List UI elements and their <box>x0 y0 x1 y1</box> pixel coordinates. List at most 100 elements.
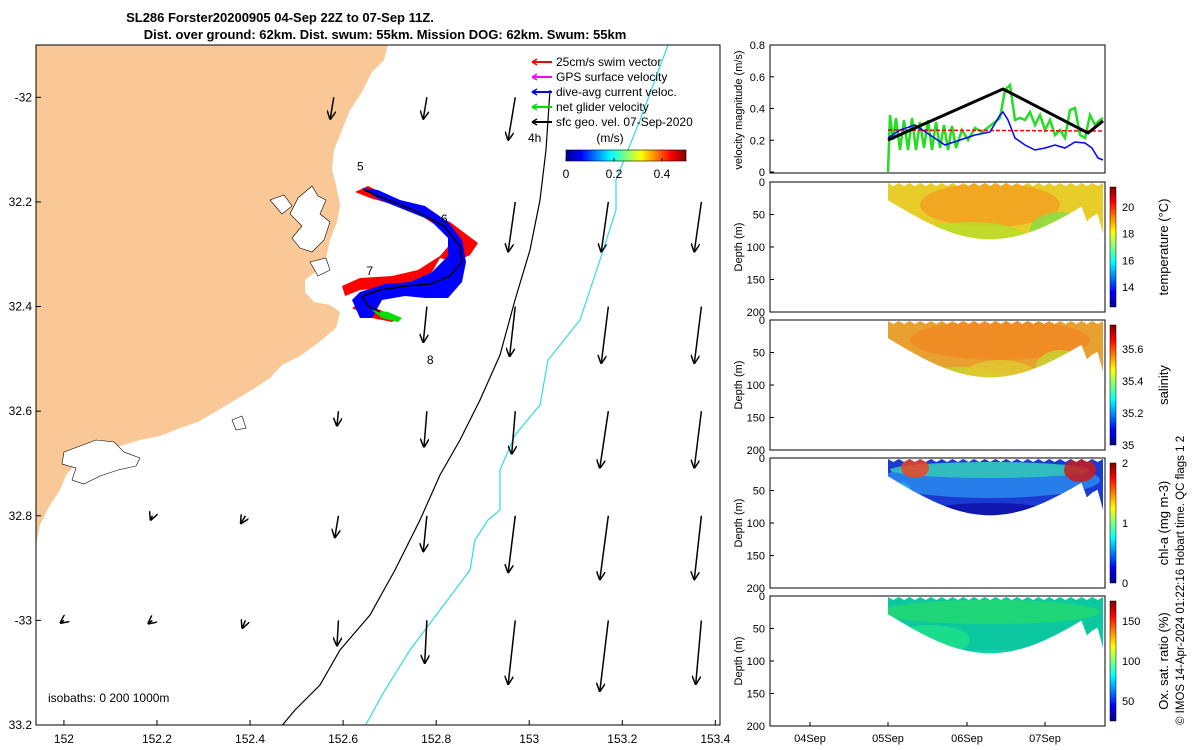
section-colorbar-tick-label: 2 <box>1122 458 1128 470</box>
geo-vector-arrow <box>330 97 334 118</box>
map-colorbar <box>565 149 687 162</box>
glider-path <box>360 189 463 313</box>
geo-vector-arrow <box>694 515 703 579</box>
section-panel: 0 50 100 150 200 Depth (m) 0 1 2 chl-a (mg m-3) <box>733 453 1171 595</box>
geo-vector-arrow <box>601 306 610 363</box>
section-ytick-label: 0 <box>759 453 765 465</box>
section-colorbar-label: temperature (°C) <box>1156 199 1171 296</box>
geo-vector-arrow <box>151 516 152 520</box>
geo-vector-arrow <box>425 620 427 662</box>
geo-vector-arrow <box>601 201 610 251</box>
section-ytick-label: 50 <box>753 624 765 636</box>
section-feature <box>960 360 1040 378</box>
lake <box>289 185 331 253</box>
land-mass <box>36 45 388 545</box>
chart-title-line2: Dist. over ground: 62km. Dist. swum: 55k… <box>143 27 627 42</box>
section-ytick-label: 200 <box>747 583 765 595</box>
section-colorbar-tick-label: 35.6 <box>1122 344 1143 356</box>
geo-vector-arrow <box>694 306 703 363</box>
map-ytick-label: 32.6 <box>9 404 33 418</box>
section-colorbar-tick-label: 50 <box>1122 696 1134 708</box>
dive-avg-cloud <box>352 188 466 318</box>
legend-arrow-icon <box>531 58 538 66</box>
legend-label: 25cm/s swim vector <box>556 55 661 69</box>
legend-label: sfc geo. vel. 07-Sep-2020 <box>556 115 693 129</box>
geo-vector-arrow <box>510 306 517 356</box>
geo-velocity-vectors <box>61 97 703 690</box>
section-ytick-label: 150 <box>747 689 765 701</box>
geo-vector-arrow <box>337 411 338 425</box>
section-colorbar-label: Ox. sat. ratio (%) <box>1156 612 1171 710</box>
corner-label: 4h <box>528 131 541 145</box>
velocity-frame <box>769 44 1106 174</box>
section-colorbar <box>1109 186 1117 308</box>
section-ytick-label: 50 <box>753 486 765 498</box>
time-x-ticks: 04Sep 05Sep 06Sep 07Sep <box>794 722 1061 745</box>
map-ytick-label: -33 <box>15 613 33 627</box>
section-colorbar-label: chl-a (mg m-3) <box>1156 481 1171 566</box>
section-feature <box>888 600 1100 624</box>
colorbar-unit: (m/s) <box>596 131 623 145</box>
isobath-200m <box>281 89 551 725</box>
dive-avg-velocity-line <box>887 110 1104 161</box>
section-colorbar-label: salinity <box>1156 365 1171 405</box>
geo-vector-arrow <box>600 515 610 579</box>
colorbar-tick-label: 0.2 <box>606 167 623 181</box>
net-velocity-marks <box>372 310 402 322</box>
geo-vector-arrow <box>241 516 245 523</box>
geo-velocity-line <box>887 87 1104 142</box>
map-ytick-label: 32.4 <box>9 300 33 314</box>
map-ytick-label: 32.8 <box>9 509 33 523</box>
chart-title-line1: SL286 Forster20200905 04-Sep 22Z to 07-S… <box>126 10 434 25</box>
day-label: 6 <box>441 212 448 226</box>
velocity-ytick-label: 0.8 <box>750 40 765 52</box>
section-colorbar-tick-label: 35 <box>1122 440 1134 452</box>
time-tick-label: 05Sep <box>872 733 904 745</box>
map-xtick-label: 152.4 <box>235 732 265 746</box>
section-feature <box>1064 459 1096 482</box>
geo-vector-arrow <box>694 411 703 467</box>
map-panel: 152 152.2 152.4 152.6 152.8 153 153.2 153.4 -32… <box>9 44 731 746</box>
section-ytick-label: 100 <box>747 656 765 668</box>
section-ytick-label: 100 <box>747 518 765 530</box>
section-ytick-label: 100 <box>747 242 765 254</box>
geo-vector-arrow <box>424 411 427 446</box>
section-colorbar-tick-label: 35.2 <box>1122 408 1143 420</box>
map-x-ticks: 152 152.2 152.4 152.6 152.8 153 153.2 153.4 <box>54 720 731 746</box>
geo-vector-arrow <box>696 620 703 683</box>
lake <box>269 194 293 215</box>
legend-item: net glider velocity <box>531 100 649 114</box>
section-ytick-label: 150 <box>747 551 765 563</box>
time-tick-label: 06Sep <box>951 733 983 745</box>
lake <box>309 257 331 277</box>
geo-vector-arrow <box>149 620 153 623</box>
map-colorbar-ticks: 0 0.2 0.4 <box>563 158 671 181</box>
legend-item: GPS surface velocity <box>531 70 667 84</box>
section-ytick-label: 50 <box>753 210 765 222</box>
geo-vector-arrow <box>600 411 610 467</box>
geo-vector-arrow <box>508 201 517 251</box>
colorbar-tick-label: 0.4 <box>654 167 671 181</box>
map-xtick-label: 153 <box>519 732 539 746</box>
section-colorbar-tick-label: 0 <box>1122 578 1128 590</box>
section-panel: 0 50 100 150 200 Depth (m) 14 16 18 20 temperature… <box>733 177 1171 319</box>
section-ylabel: Depth (m) <box>733 223 745 272</box>
section-ytick-label: 150 <box>747 413 765 425</box>
copyright-note: © IMOS 14-Apr-2024 01:22:16 Hobart time.… <box>1175 436 1187 725</box>
section-ylabel: Depth (m) <box>733 361 745 410</box>
legend-arrow-icon <box>531 88 538 96</box>
map-ytick-label: 33.2 <box>9 718 33 732</box>
section-colorbar-tick-label: 35.4 <box>1122 376 1143 388</box>
day-label: 5 <box>357 160 364 174</box>
map-ytick-label: 32.2 <box>9 195 33 209</box>
section-feature <box>920 503 1060 516</box>
map-xtick-label: 152.6 <box>328 732 358 746</box>
geo-vector-arrow <box>61 620 64 622</box>
legend-item: dive-avg current veloc. <box>531 85 677 99</box>
section-ytick-label: 0 <box>759 315 765 327</box>
geo-vector-arrow <box>512 411 516 453</box>
section-colorbar <box>1109 600 1117 722</box>
day-label: 8 <box>427 353 434 367</box>
legend-label: dive-avg current veloc. <box>556 85 677 99</box>
